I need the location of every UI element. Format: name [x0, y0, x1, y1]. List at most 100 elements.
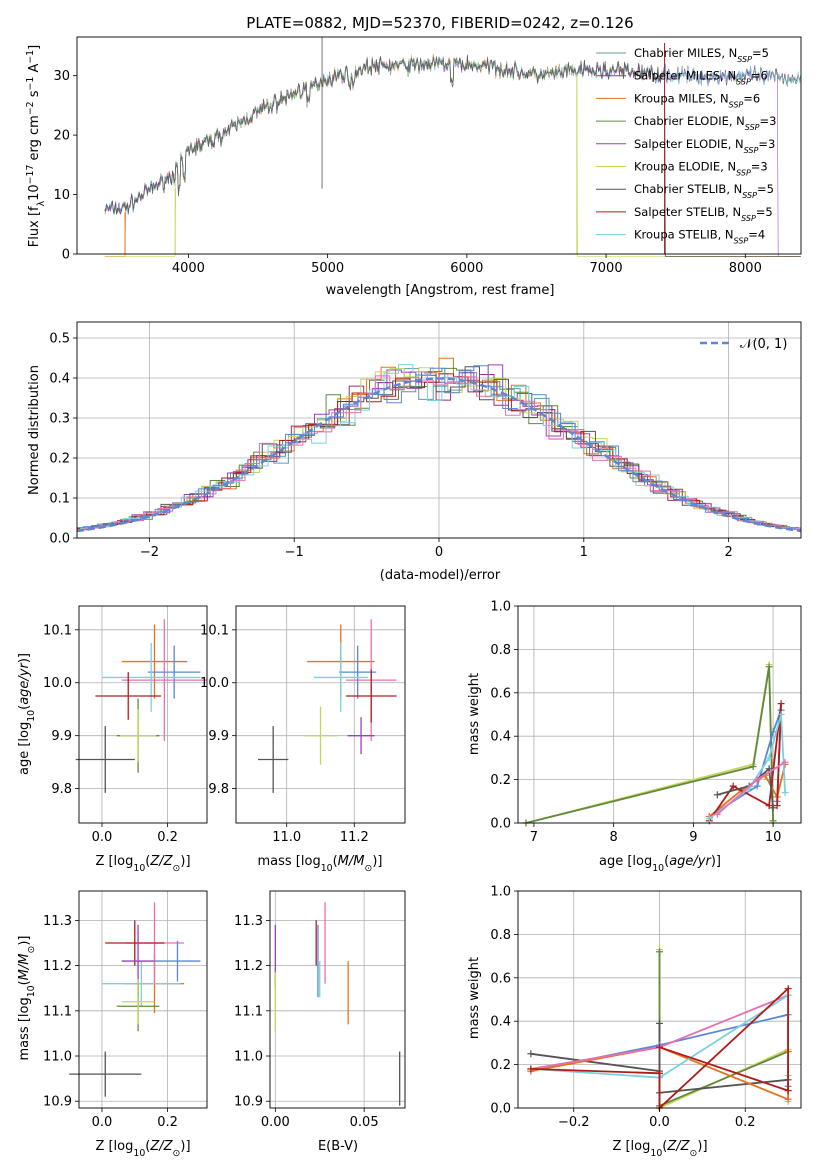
x-axis-label-mass-vs-ebv: E(B-V): [318, 1139, 358, 1154]
y-tick-label: 11.1: [43, 1004, 72, 1019]
weight-marker: [765, 802, 773, 810]
y-tick-label: 11.0: [43, 1050, 72, 1065]
plot-area-age_vs_mass: [257, 619, 397, 793]
axes-frame: [269, 890, 406, 1109]
weight-line: [530, 986, 789, 1111]
y-tick-label: 1.0: [490, 885, 511, 900]
y-tick-label: 0.6: [490, 971, 511, 986]
axes-spectrum: 4000 5000 6000 7000 8000 0 10 20 30 Chabrier MILE…: [53, 36, 802, 276]
axes-mass_vs_Z: 0.0 0.2 10.9 11.0 11.1 11.2 11.3: [43, 890, 208, 1130]
y-tick-label: 0.3: [49, 412, 70, 427]
error-bar-point: [147, 645, 201, 699]
y-axis-label-residuals: Normed distribution: [27, 365, 42, 495]
y-tick-label: 1.0: [490, 600, 511, 615]
y-tick-label: 11.2: [234, 959, 263, 974]
legend-entry: Kroupa ELODIE, NSSP=3: [634, 160, 768, 178]
axes-weight_vs_Z: −0.2 0.0 0.2 0.0 0.2 0.4 0.6 0.8 1.0: [490, 885, 802, 1130]
y-tick-label: 0.8: [490, 643, 511, 658]
x-tick-label: 9: [689, 830, 697, 845]
legend-entry: Chabrier ELODIE, NSSP=3: [634, 114, 776, 132]
y-tick-label: 0.5: [49, 332, 70, 347]
error-bar-point: [75, 726, 135, 793]
y-tick-label: 0.8: [490, 928, 511, 943]
residual-histogram: [79, 364, 801, 530]
normal-curve: [76, 377, 802, 533]
axes-weight_vs_age: 7 8 9 10 0.0 0.2 0.4 0.6 0.8 1.0: [490, 600, 802, 845]
x-tick-label: 0.0: [649, 1115, 670, 1130]
error-bar-point: [95, 672, 162, 720]
error-bar-point: [120, 709, 157, 763]
error-bar-point: [121, 624, 188, 699]
legend-entry: Salpeter STELIB, NSSP=5: [634, 205, 773, 223]
x-tick-label: 11.2: [340, 830, 369, 845]
axes-frame: [78, 605, 208, 824]
x-tick-label: 0.00: [261, 1115, 290, 1130]
axes-age_vs_mass: 11.0 11.2 9.8 9.9 10.0 10.1: [200, 605, 406, 845]
axes-frame: [517, 890, 802, 1109]
weight-marker: [765, 765, 773, 773]
legend-entry: Salpeter MILES, NSSP=6: [634, 69, 768, 87]
error-bar-point: [69, 1051, 142, 1097]
x-tick-label: 4000: [172, 261, 205, 276]
legend-entry: 𝒩(0, 1): [740, 337, 787, 352]
weight-marker: [753, 782, 761, 790]
plot-area-spectrum: [104, 37, 801, 257]
weight-marker: [784, 1095, 792, 1103]
weight-marker: [749, 763, 757, 771]
y-tick-label: 0: [62, 248, 70, 263]
y-tick-label: 0.0: [49, 532, 70, 547]
plot-area-mass_vs_ebv: [274, 902, 401, 1106]
y-tick-label: 11.0: [234, 1050, 263, 1065]
error-bar-point: [347, 717, 375, 755]
x-tick-label: 0.0: [92, 1115, 113, 1130]
y-tick-label: 0.4: [490, 1015, 511, 1030]
y-tick-label: 0.4: [49, 372, 70, 387]
y-tick-label: 0.2: [490, 1058, 511, 1073]
x-tick-label: −0.2: [558, 1115, 590, 1130]
legend-entry: Salpeter ELODIE, NSSP=3: [634, 137, 775, 155]
error-bar-point: [313, 643, 368, 712]
weight-marker: [765, 663, 773, 671]
weight-marker: [753, 776, 761, 784]
weight-marker: [656, 1069, 663, 1077]
weight-marker: [713, 791, 721, 799]
y-axis-label-age-vs-Z: age [log10(age/yr)]: [17, 653, 37, 775]
error-bar-point: [121, 979, 155, 1025]
x-axis-label-spectrum: wavelength [Angstrom, rest frame]: [326, 283, 555, 298]
y-tick-label: 11.3: [234, 914, 263, 929]
y-tick-label: 0.2: [49, 452, 70, 467]
y-tick-label: 10.1: [200, 623, 229, 638]
x-tick-label: 1: [580, 545, 588, 560]
x-axis-label-mass-vs-Z: Z [log10(Z/Z⊙)]: [95, 1139, 190, 1159]
weight-line: [525, 666, 774, 824]
plot-area-weight_vs_Z: [527, 946, 792, 1112]
legend-entry: Chabrier MILES, NSSP=5: [634, 46, 769, 64]
y-axis-label-weight-vs-Z: mass weight: [467, 957, 482, 1039]
weight-marker: [777, 711, 785, 718]
error-bar-point: [121, 619, 207, 741]
y-axis-label-mass-vs-Z: mass [log10(M/M⊙)]: [17, 936, 37, 1061]
x-tick-label: 0: [435, 545, 443, 560]
y-tick-label: 0.1: [49, 492, 70, 507]
axes-frame: [76, 36, 802, 255]
weight-marker: [729, 782, 737, 790]
y-tick-label: 20: [53, 129, 70, 144]
weight-marker: [784, 985, 792, 993]
weight-marker: [527, 1065, 535, 1073]
x-tick-label: 0.2: [157, 830, 178, 845]
error-bar-point: [105, 920, 165, 966]
error-bar-point: [303, 706, 338, 765]
weight-marker: [713, 810, 721, 818]
axes-frame: [517, 605, 802, 824]
weight-marker: [781, 789, 789, 797]
y-tick-label: 0.0: [490, 817, 511, 832]
y-tick-label: 9.8: [208, 782, 229, 797]
y-tick-label: 0.0: [490, 1102, 511, 1117]
x-tick-label: 0.2: [735, 1115, 756, 1130]
y-tick-label: 10.0: [43, 676, 72, 691]
x-tick-label: 0.2: [157, 1115, 178, 1130]
weight-marker: [773, 802, 781, 810]
x-tick-label: 5000: [311, 261, 344, 276]
y-tick-label: 0.6: [490, 686, 511, 701]
